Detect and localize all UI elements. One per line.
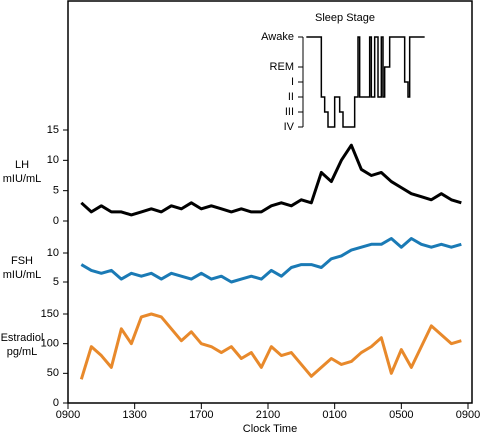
x-tick-label: 0900 [56, 409, 80, 421]
plot-frame [67, 0, 473, 404]
panel-title: Sleep Stage [315, 12, 375, 24]
y-tick-label: 5 [53, 276, 59, 288]
y-axis-label: LH [15, 159, 29, 171]
y-tick-label: REM [270, 61, 294, 73]
y-tick-label: III [285, 106, 294, 118]
x-tick-label: 2100 [256, 409, 280, 421]
y-tick-label: 0 [53, 397, 59, 409]
data-line [80, 143, 462, 217]
y-axis-label: Estradiol [1, 332, 44, 344]
y-tick-label: 0 [53, 215, 59, 227]
y-tick-label: 15 [47, 124, 59, 136]
y-axis-label: FSH [11, 255, 33, 267]
x-tick-label: 0900 [456, 409, 480, 421]
data-line [80, 237, 462, 284]
y-axis-label: pg/mL [7, 346, 38, 358]
y-tick-label: I [291, 76, 294, 88]
x-tick-label: 0100 [322, 409, 346, 421]
y-tick-label: 5 [53, 185, 59, 197]
y-tick-label: 10 [47, 247, 59, 259]
data-line [79, 312, 462, 380]
x-tick-label: 1700 [189, 409, 213, 421]
y-tick-label: Awake [261, 31, 294, 43]
y-tick-label: 10 [47, 154, 59, 166]
y-tick-label: 150 [41, 308, 59, 320]
x-tick-label: 0500 [389, 409, 413, 421]
y-tick-label: IV [284, 121, 295, 133]
y-tick-label: 100 [41, 338, 59, 350]
y-axis-label: mIU/mL [3, 269, 42, 281]
x-axis-label: Clock Time [243, 423, 297, 435]
y-tick-label: 50 [47, 367, 59, 379]
y-tick-label: II [288, 91, 294, 103]
y-axis-label: mIU/mL [3, 173, 42, 185]
sleep-step-line [306, 36, 425, 128]
x-tick-label: 1300 [122, 409, 146, 421]
